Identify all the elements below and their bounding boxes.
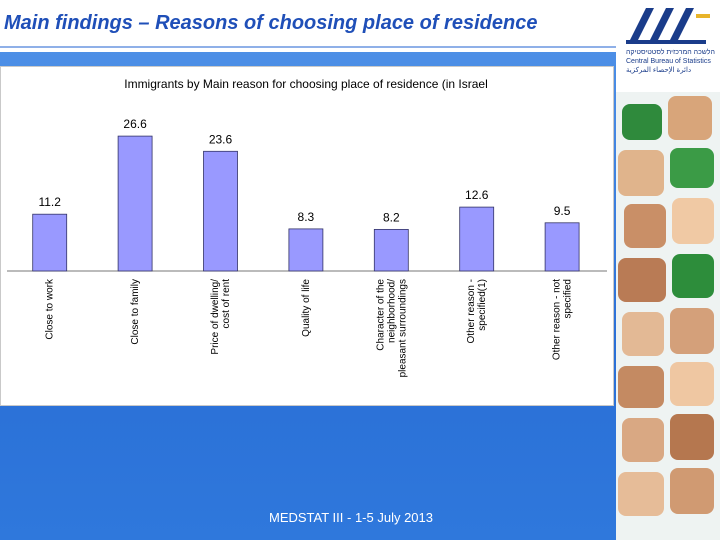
puzzle-photo-strip	[616, 92, 720, 540]
value-label: 8.3	[298, 210, 315, 224]
bar	[288, 228, 324, 272]
value-label: 26.6	[123, 117, 147, 131]
bar	[203, 150, 238, 272]
bar	[544, 222, 580, 272]
slide-title: Main findings – Reasons of choosing plac…	[4, 12, 538, 34]
cbs-logo: הלשכה המרכזית לסטטיסטיקה Central Bureau …	[616, 0, 720, 92]
value-label: 12.6	[465, 188, 489, 202]
value-label: 11.2	[38, 195, 61, 209]
puzzle-piece	[670, 308, 714, 354]
value-label: 8.2	[383, 210, 400, 224]
category-label: Quality of life	[301, 279, 312, 337]
bar	[32, 213, 68, 272]
puzzle-piece	[618, 150, 664, 196]
logo-line-hebrew: הלשכה המרכזית לסטטיסטיקה	[626, 49, 715, 56]
category-label: Other reason - notspecified	[552, 279, 574, 360]
category-label: Price of dwelling/cost of rent	[210, 279, 232, 355]
puzzle-piece	[618, 258, 666, 302]
puzzle-piece	[618, 472, 664, 516]
puzzle-piece	[670, 362, 714, 406]
puzzle-piece	[622, 418, 664, 462]
puzzle-piece	[670, 414, 714, 460]
puzzle-piece	[624, 204, 666, 248]
puzzle-piece	[672, 198, 714, 244]
chart-title: Immigrants by Main reason for choosing p…	[124, 77, 488, 91]
bar-chart: Immigrants by Main reason for choosing p…	[7, 77, 607, 378]
puzzle-piece	[672, 254, 714, 298]
cbs-emblem-icon	[626, 8, 710, 44]
logo-line-arabic: دائرة الإحصاء المركزية	[626, 67, 692, 74]
bar	[117, 135, 153, 272]
bar	[459, 206, 495, 272]
category-label: Close to work	[45, 278, 56, 340]
category-label: Other reason -specified(1)	[466, 279, 488, 343]
title-bar: Main findings – Reasons of choosing plac…	[0, 0, 616, 52]
bar	[373, 228, 409, 272]
category-label: Close to family	[130, 279, 141, 345]
chart-frame: Immigrants by Main reason for choosing p…	[0, 66, 614, 406]
title-rule	[0, 46, 616, 48]
category-label: Character of theneighborhood/pleasant su…	[375, 279, 408, 378]
value-label: 23.6	[209, 132, 233, 146]
puzzle-piece	[668, 96, 712, 140]
puzzle-piece	[622, 312, 664, 356]
puzzle-piece	[670, 468, 714, 514]
puzzle-piece	[670, 148, 714, 188]
footer-text: MEDSTAT III - 1-5 July 2013	[269, 510, 433, 525]
value-label: 9.5	[554, 204, 571, 218]
logo-text: הלשכה המרכזית לסטטיסטיקה Central Bureau …	[626, 48, 720, 75]
puzzle-piece	[622, 104, 662, 140]
puzzle-piece	[618, 366, 664, 408]
logo-line-english: Central Bureau of Statistics	[626, 58, 711, 65]
